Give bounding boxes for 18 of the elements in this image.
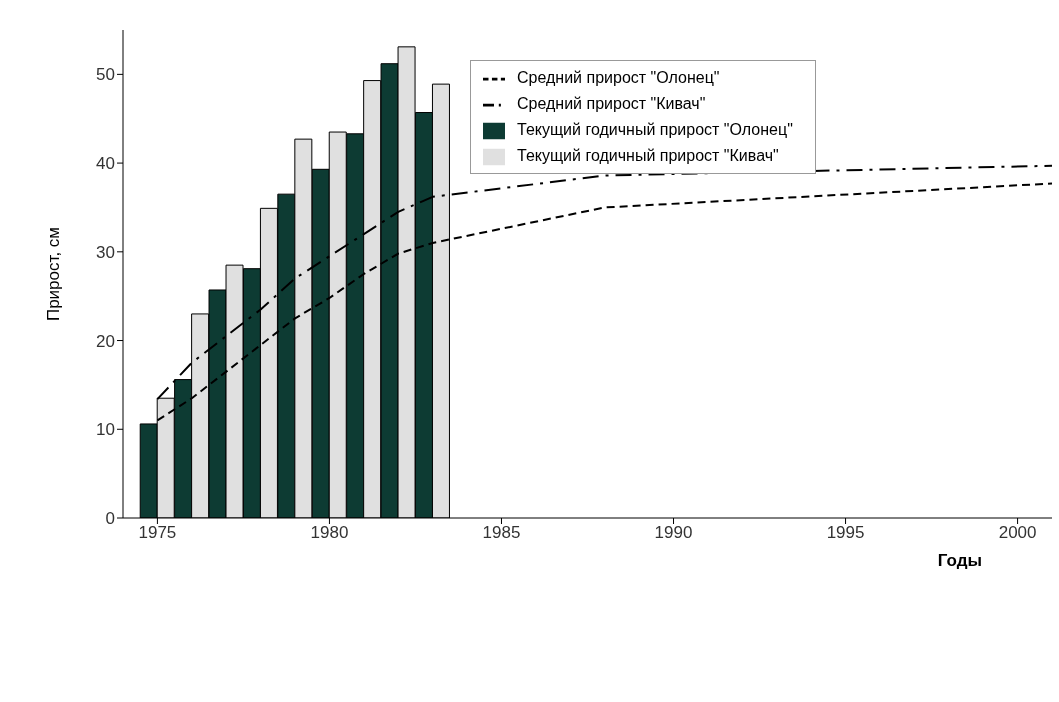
x-tick-label: 1995	[826, 523, 865, 543]
y-tick-label: 10	[96, 420, 115, 440]
y-tick-label: 50	[96, 65, 115, 85]
legend-label: Средний прирост "Кивач"	[517, 95, 706, 112]
x-tick-label: 1985	[482, 523, 521, 543]
y-tick-label: 40	[96, 154, 115, 174]
y-axis-title: Прирост, см	[44, 226, 64, 322]
x-axis-title: Годы	[937, 551, 982, 570]
legend-label: Текущий годичный прирост "Олонец"	[517, 121, 793, 138]
y-tick-label: 0	[105, 509, 115, 529]
x-tick-label: 1990	[654, 523, 693, 543]
y-tick-label: 20	[96, 331, 115, 351]
legend-label: Средний прирост "Олонец"	[517, 69, 720, 86]
x-tick-label: 1980	[310, 523, 349, 543]
y-tick-label: 30	[96, 242, 115, 262]
x-tick-label: 1975	[138, 523, 177, 543]
legend-label: Текущий годичный прирост "Кивач"	[517, 147, 779, 164]
x-tick-label: 2000	[998, 523, 1037, 543]
